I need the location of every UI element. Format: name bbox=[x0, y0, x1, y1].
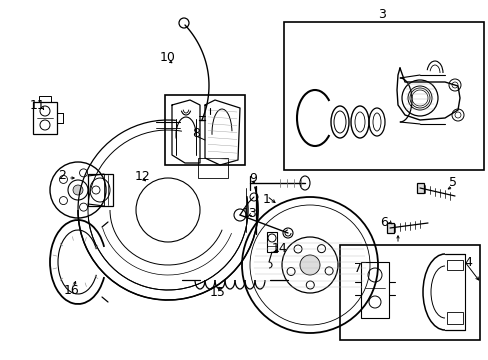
Text: 15: 15 bbox=[210, 285, 225, 298]
Text: 16: 16 bbox=[64, 284, 80, 297]
Ellipse shape bbox=[409, 88, 429, 108]
Bar bbox=[360, 262, 388, 318]
Bar bbox=[446, 260, 462, 270]
Bar bbox=[164, 95, 244, 165]
Text: 5: 5 bbox=[448, 176, 456, 189]
Bar bbox=[266, 232, 276, 252]
Bar bbox=[284, 22, 483, 170]
Text: 3: 3 bbox=[377, 8, 385, 21]
Bar bbox=[88, 174, 113, 206]
Text: 7: 7 bbox=[353, 261, 361, 274]
Text: 6: 6 bbox=[379, 216, 387, 229]
Text: 11: 11 bbox=[30, 99, 46, 112]
Text: 1: 1 bbox=[263, 193, 270, 206]
Bar bbox=[33, 102, 57, 134]
Bar bbox=[339, 245, 479, 340]
Bar bbox=[386, 223, 393, 233]
Bar bbox=[446, 312, 462, 324]
Bar bbox=[198, 158, 227, 178]
Text: 8: 8 bbox=[192, 126, 200, 140]
Text: 10: 10 bbox=[160, 50, 176, 63]
Text: 4: 4 bbox=[463, 256, 471, 269]
Text: 12: 12 bbox=[135, 170, 151, 183]
Text: 2: 2 bbox=[58, 168, 66, 181]
Text: 9: 9 bbox=[248, 171, 256, 185]
Text: 14: 14 bbox=[271, 242, 287, 255]
Circle shape bbox=[299, 255, 319, 275]
Bar bbox=[416, 183, 423, 193]
Circle shape bbox=[73, 185, 83, 195]
Text: 13: 13 bbox=[242, 207, 257, 220]
Bar bbox=[39, 96, 51, 102]
